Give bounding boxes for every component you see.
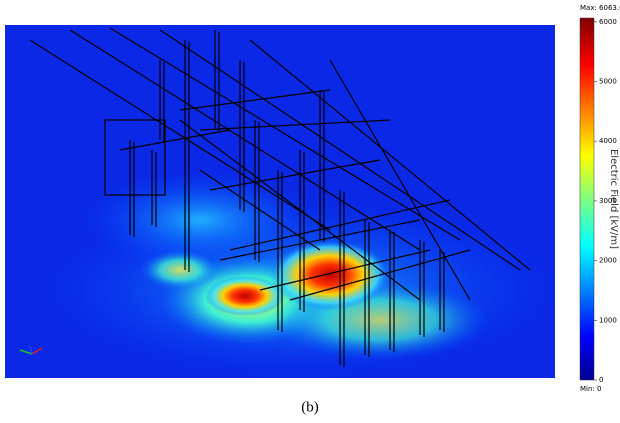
colorbar [580,18,594,380]
colorbar-tick-label: 1000 [599,316,617,324]
colorbar-tick-label: 5000 [599,78,617,86]
colorbar-tick-label: 3000 [599,197,617,205]
figure: Max: 6063.69 Min: 0 Electric Field [kV/m… [0,0,620,423]
colorbar-tick-label: 0 [599,376,603,384]
caption: (b) [301,399,319,415]
field-render [5,25,560,380]
min-label: Min: 0 [580,385,601,393]
max-label: Max: 6063.69 [580,4,620,12]
colorbar-tick-label: 4000 [599,137,617,145]
colorbar-tick-label: 6000 [599,18,617,26]
figure-svg: Max: 6063.69 Min: 0 Electric Field [kV/m… [0,0,620,423]
colorbar-tick-label: 2000 [599,257,617,265]
